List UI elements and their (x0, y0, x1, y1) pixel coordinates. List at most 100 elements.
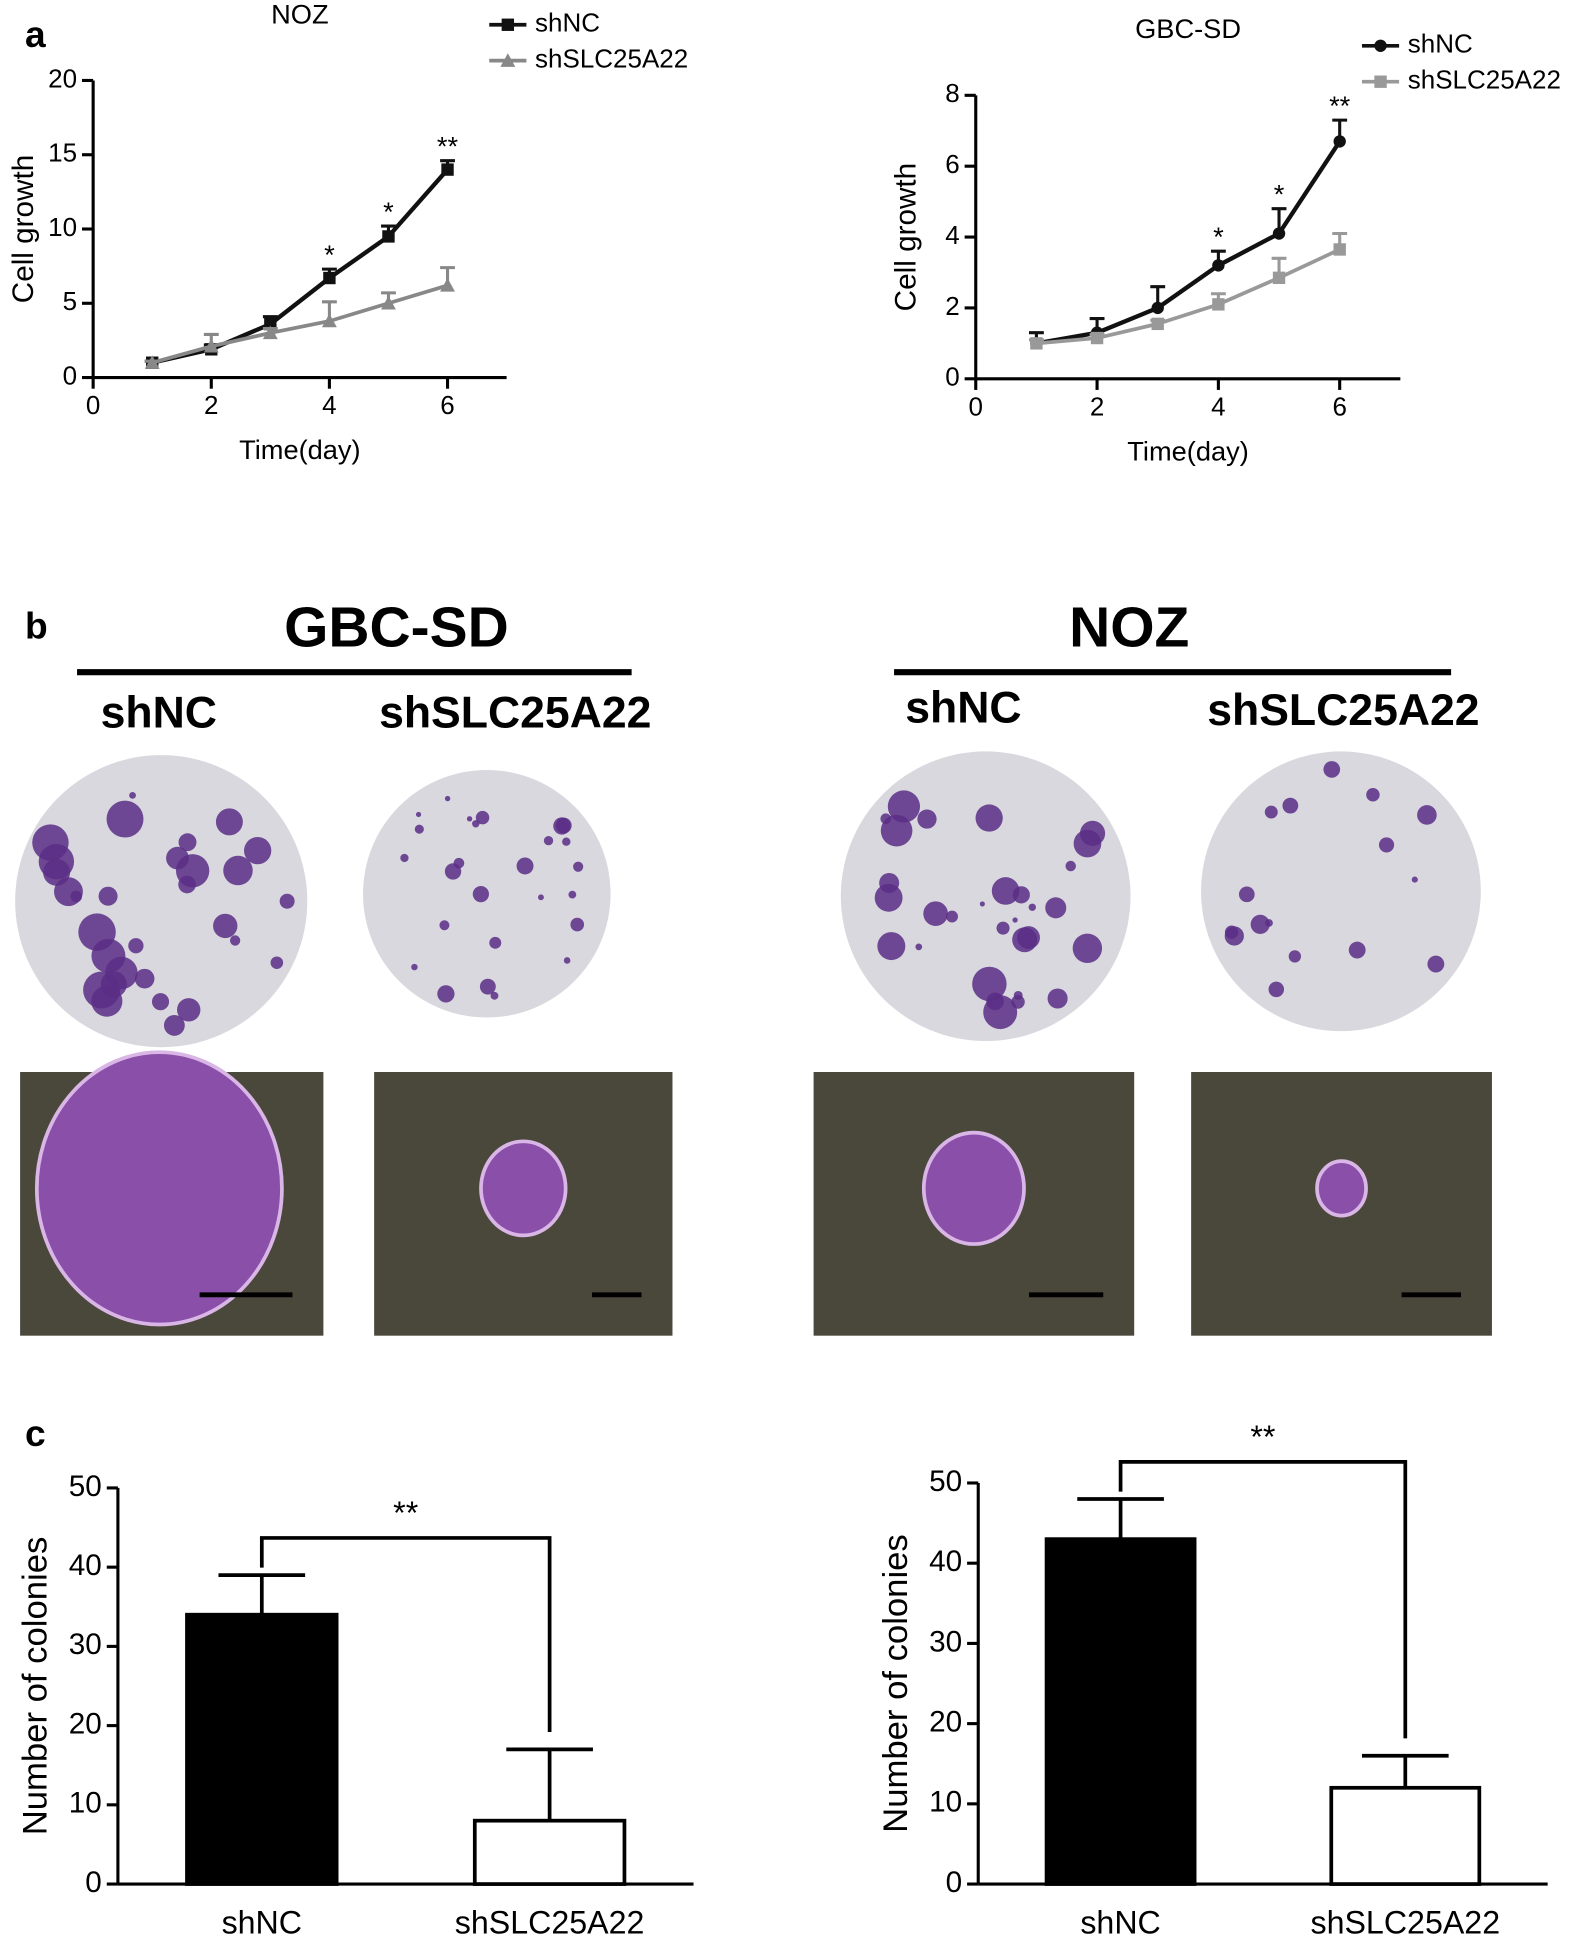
y-axis-label: Number of colonies (877, 1534, 915, 1833)
colony (444, 863, 462, 880)
colony (98, 886, 118, 906)
colony (1073, 829, 1102, 858)
x-tick-label: 6 (1332, 391, 1346, 421)
colony (1366, 788, 1380, 802)
colony (489, 936, 502, 949)
legend-label: shSLC25A22 (535, 44, 688, 74)
error-bar (1361, 1753, 1449, 1788)
x-tick-label: 0 (86, 390, 100, 420)
y-tick-label: 10 (69, 1787, 102, 1820)
y-tick-label: 30 (929, 1625, 962, 1658)
colony (923, 901, 948, 926)
colony (1238, 886, 1255, 903)
colony (879, 872, 900, 893)
chart-title: GBC-SD (1135, 13, 1241, 44)
colony (1411, 876, 1418, 883)
colony (466, 816, 473, 822)
panel-title: GBC-SD (284, 595, 509, 659)
colony (134, 968, 155, 989)
marker (382, 230, 395, 243)
x-tick-label: 6 (440, 390, 454, 420)
colony (1012, 917, 1018, 923)
colony (887, 790, 921, 823)
y-tick-label: 4 (945, 220, 959, 250)
colony (880, 813, 892, 825)
marker (1212, 298, 1225, 311)
error-bar (1077, 1497, 1164, 1540)
y-tick-label: 0 (63, 360, 77, 390)
x-tick-label: shSLC25A22 (1311, 1904, 1501, 1940)
colony (472, 886, 489, 903)
y-tick-label: 2 (945, 291, 959, 321)
marker (321, 313, 337, 328)
bar (472, 1818, 627, 1886)
significance: ** (1250, 1419, 1276, 1455)
colony (538, 894, 544, 901)
error-bar (218, 1573, 306, 1615)
colony (444, 795, 451, 802)
colony (1282, 797, 1299, 814)
y-tick-label: 10 (929, 1786, 962, 1819)
marker (203, 338, 219, 353)
colony (1427, 955, 1445, 973)
x-tick-label: 2 (1090, 391, 1104, 421)
colony (177, 998, 201, 1022)
colony (1028, 903, 1036, 911)
y-tick-label: 8 (945, 78, 959, 108)
colony (400, 853, 409, 863)
series-line (1036, 140, 1342, 346)
colony (106, 800, 144, 838)
colony (972, 966, 1007, 1002)
colony (1045, 897, 1067, 919)
bar (1044, 1537, 1197, 1886)
significance: ** (393, 1495, 419, 1531)
colony (877, 932, 906, 961)
x-tick-label: 4 (322, 390, 336, 420)
colony (1378, 837, 1395, 853)
error-bar (506, 1747, 593, 1821)
colony (439, 920, 450, 931)
marker (1333, 243, 1346, 256)
colony (983, 995, 1018, 1030)
colony (568, 890, 577, 899)
y-tick-label: 6 (945, 149, 959, 179)
y-tick-label: 20 (69, 1707, 102, 1740)
bar (185, 1612, 339, 1886)
significance: ** (437, 130, 459, 161)
colony (479, 978, 496, 995)
marker (1374, 75, 1387, 88)
colony (279, 893, 295, 909)
colony (472, 820, 480, 828)
significance-bracket (1118, 1460, 1408, 1739)
colony-cells (479, 1139, 568, 1238)
x-tick-label: shNC (222, 1904, 302, 1940)
colony (1017, 926, 1040, 950)
colony (475, 810, 490, 825)
marker (1090, 331, 1104, 345)
colony (229, 935, 241, 946)
colony (163, 1015, 185, 1036)
y-tick-label: 10 (48, 212, 77, 242)
colony (490, 991, 499, 1000)
colony-panel: GBC-SD shNC shSLC25A22 NOZ shNC shSLC25A… (15, 595, 1492, 1336)
y-tick-label: 30 (69, 1628, 102, 1661)
y-tick-label: 0 (85, 1866, 102, 1899)
colony (1012, 886, 1030, 904)
x-axis-label: Time(day) (1127, 435, 1249, 466)
significance: * (1274, 179, 1285, 210)
x-axis-label: Time(day) (239, 434, 361, 465)
colony (1250, 914, 1270, 934)
colony (874, 883, 903, 912)
marker (1151, 317, 1164, 331)
x-tick-label: shSLC25A22 (455, 1904, 645, 1940)
colony (975, 804, 1003, 832)
colony (915, 943, 923, 951)
colony (562, 837, 571, 846)
colony (78, 913, 116, 951)
marker (440, 278, 455, 292)
colony (151, 993, 170, 1011)
group-label: shSLC25A22 (379, 688, 651, 737)
marker (441, 163, 454, 176)
colony (991, 877, 1020, 905)
marker (144, 355, 160, 369)
